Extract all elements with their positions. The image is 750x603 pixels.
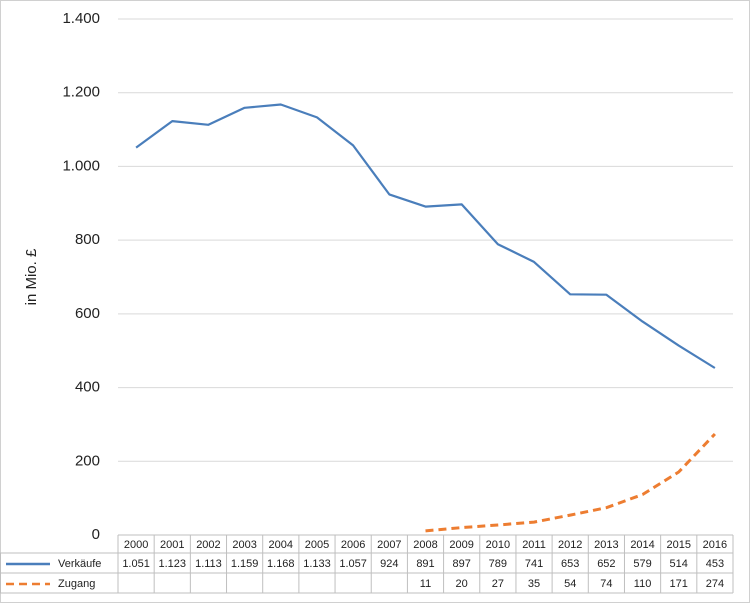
y-axis-label: in Mio. £ (23, 248, 40, 305)
table-cell: 35 (528, 578, 540, 590)
table-cell: 453 (706, 558, 724, 570)
x-tick-label: 2009 (449, 539, 473, 551)
table-cell: 652 (597, 558, 615, 570)
legend-label: Zugang (58, 578, 95, 590)
y-tick-label: 400 (75, 379, 100, 396)
line-series (135, 103, 716, 369)
legend-label: Verkäufe (58, 558, 101, 570)
table-cell: 653 (561, 558, 579, 570)
y-tick-label: 800 (75, 231, 100, 248)
x-tick-label: 2004 (269, 539, 293, 551)
table-cell: 11 (420, 578, 431, 590)
table-cell: 1.159 (231, 558, 259, 570)
table-cell: 1.113 (195, 558, 222, 570)
table-cell: 924 (380, 558, 398, 570)
x-tick-label: 2013 (594, 539, 618, 551)
x-tick-label: 2006 (341, 539, 365, 551)
y-tick-label: 1.400 (62, 10, 100, 27)
x-tick-label: 2003 (232, 539, 256, 551)
x-tick-label: 2002 (196, 539, 220, 551)
x-tick-label: 2012 (558, 539, 582, 551)
x-tick-label: 2010 (486, 539, 510, 551)
table-cell: 1.133 (303, 558, 331, 570)
table-cell: 20 (456, 578, 468, 590)
table-cell: 1.168 (267, 558, 295, 570)
table-cell: 74 (600, 578, 612, 590)
table-cell: 891 (416, 558, 434, 570)
y-tick-label: 600 (75, 305, 100, 322)
table-cell: 579 (633, 558, 651, 570)
table-cell: 1.057 (339, 558, 367, 570)
table-cell: 54 (564, 578, 576, 590)
x-tick-label: 2005 (305, 539, 329, 551)
y-tick-label: 200 (75, 452, 100, 469)
table-cell: 741 (525, 558, 543, 570)
x-tick-label: 2014 (630, 539, 654, 551)
table-cell: 1.051 (122, 558, 150, 570)
x-tick-label: 2016 (703, 539, 727, 551)
x-tick-label: 2011 (522, 539, 546, 551)
y-tick-label: 1.200 (62, 84, 100, 101)
table-cell: 274 (706, 578, 724, 590)
table-cell: 171 (670, 578, 688, 590)
line-series (425, 432, 716, 533)
table-cell: 897 (452, 558, 470, 570)
y-tick-label: 1.000 (62, 157, 100, 174)
x-tick-label: 2007 (377, 539, 401, 551)
table-cell: 110 (634, 578, 652, 590)
x-tick-label: 2001 (160, 539, 184, 551)
y-tick-label: 0 (92, 526, 100, 543)
table-cell: 27 (492, 578, 504, 590)
table-cell: 1.123 (158, 558, 186, 570)
table-cell: 789 (489, 558, 507, 570)
x-tick-label: 2008 (413, 539, 437, 551)
x-tick-label: 2015 (666, 539, 690, 551)
table-cell: 514 (670, 558, 688, 570)
x-tick-label: 2000 (124, 539, 148, 551)
